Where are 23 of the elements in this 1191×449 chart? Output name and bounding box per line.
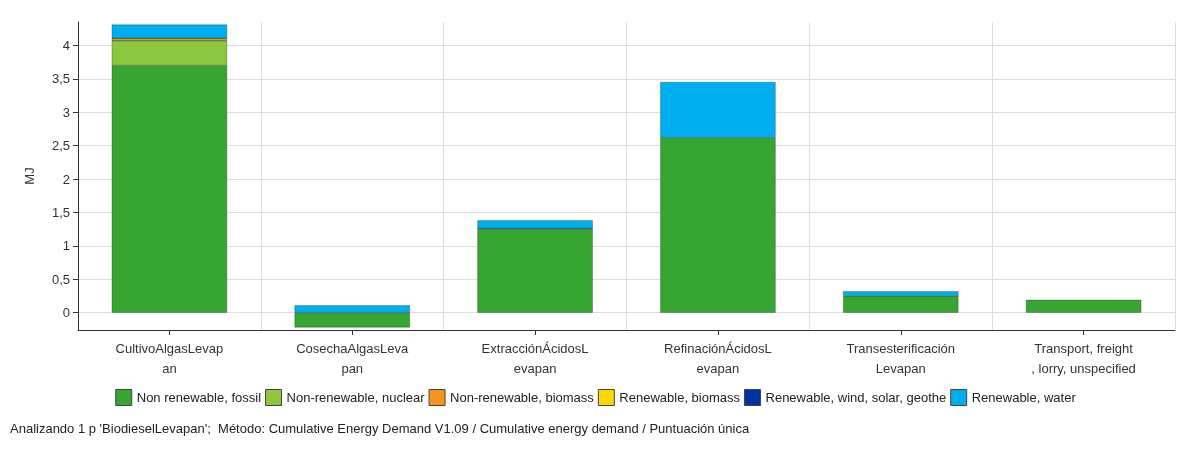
legend-label: Renewable, biomass (619, 390, 741, 405)
legend-label: Non-renewable, biomass (450, 390, 595, 405)
y-tick-label: 1 (62, 238, 70, 254)
y-tick-label: 3,5 (51, 71, 70, 87)
y-tick-label: 0,5 (51, 271, 70, 287)
x-tick-label: CosechaAlgasLeva pan (296, 340, 410, 376)
y-tick-label: 2,5 (51, 138, 70, 154)
legend-label: Renewable, wind, solar, geothe (765, 390, 947, 405)
y-tick-label: 1,5 (51, 204, 70, 220)
x-tick-label: RefinaciónÁcidosL evapan (664, 340, 772, 376)
y-tick-label: 2 (62, 171, 70, 187)
x-tick-label: Transport, freight , lorry, unspecified (1031, 340, 1136, 376)
y-tick-label: 0 (62, 305, 70, 321)
x-tick-label: CultivoAlgasLevap an (115, 340, 224, 376)
legend-label: Renewable, water (971, 390, 1077, 405)
legend-label: Non renewable, fossil (136, 390, 262, 405)
y-tick-label: 3 (62, 104, 70, 120)
x-tick-label: Transesterificación Levapan (846, 340, 956, 376)
y-axis-title: MJ (22, 167, 37, 185)
legend-label: Non-renewable, nuclear (286, 390, 426, 405)
y-tick-label: 4 (62, 37, 70, 53)
text: Analizando 1 p 'BiodieselLevapan'; Método: Cumulative Energy Demand V1.09 / Cumulative energy demand / Puntuación única (10, 421, 750, 436)
x-tick-label: ExtracciónÁcidosL evapan (481, 340, 589, 376)
